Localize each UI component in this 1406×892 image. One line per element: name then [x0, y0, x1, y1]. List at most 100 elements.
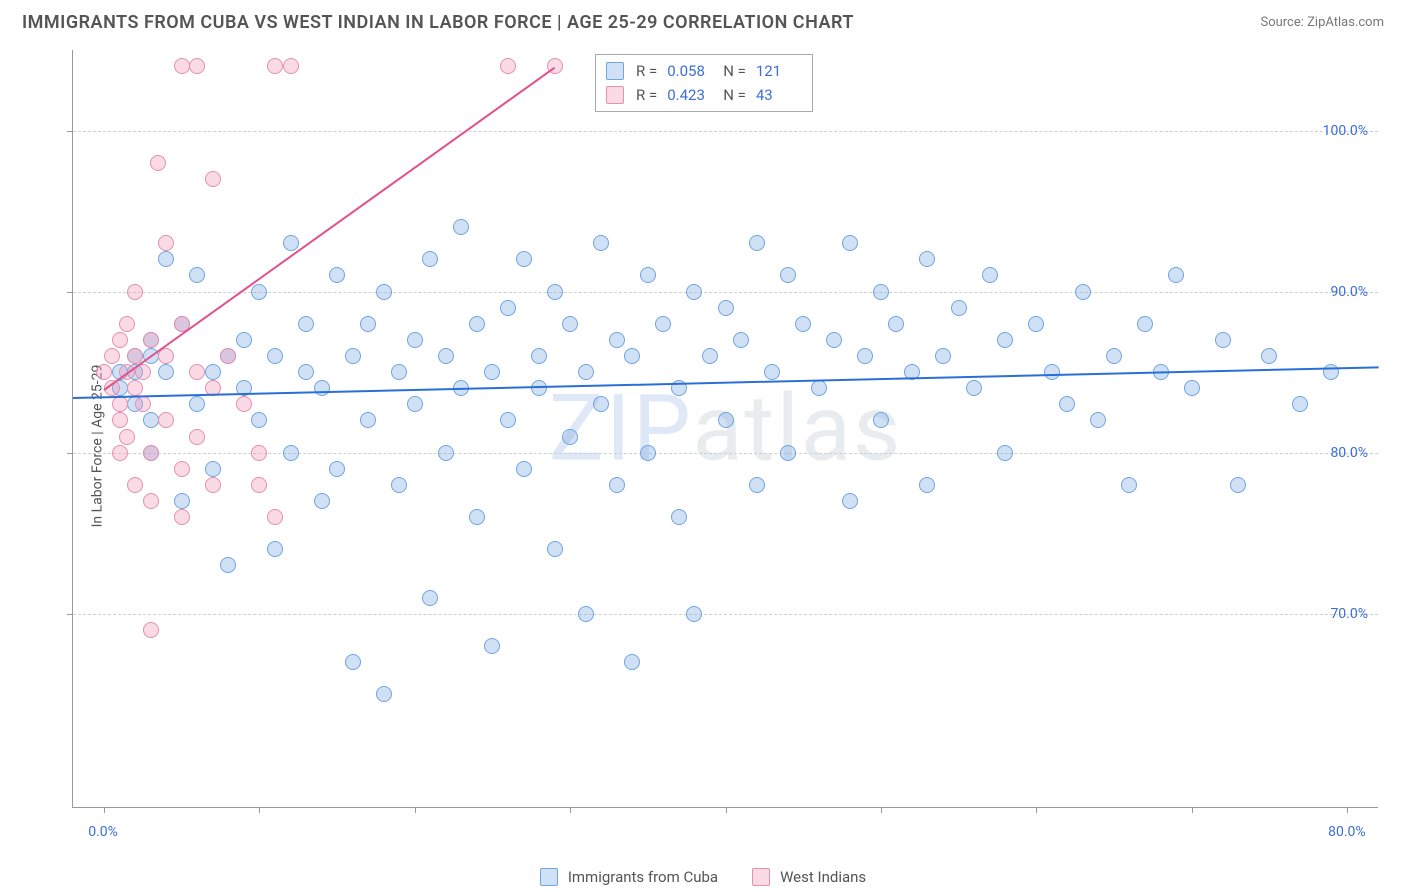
data-point-westindian [158, 412, 174, 428]
data-point-cuba [422, 251, 438, 267]
data-point-cuba [484, 638, 500, 654]
x-tick-mark [570, 807, 571, 813]
data-point-westindian [127, 477, 143, 493]
data-point-cuba [935, 348, 951, 364]
legend-label-cuba: Immigrants from Cuba [568, 868, 718, 886]
chart-container: In Labor Force | Age 25-29 ZIPatlas 70.0… [20, 48, 1386, 844]
data-point-cuba [562, 429, 578, 445]
data-point-cuba [1215, 332, 1231, 348]
x-tick-mark [1192, 807, 1193, 813]
data-point-cuba [997, 332, 1013, 348]
data-point-cuba [1106, 348, 1122, 364]
data-point-cuba [888, 316, 904, 332]
data-point-westindian [236, 396, 252, 412]
data-point-cuba [376, 686, 392, 702]
data-point-westindian [150, 155, 166, 171]
data-point-cuba [780, 267, 796, 283]
data-point-cuba [655, 316, 671, 332]
data-point-westindian [143, 445, 159, 461]
data-point-cuba [251, 412, 267, 428]
legend: Immigrants from Cuba West Indians [0, 868, 1406, 886]
y-tick-label: 70.0% [1330, 606, 1368, 622]
data-point-cuba [624, 348, 640, 364]
x-tick-mark [1347, 807, 1348, 813]
legend-swatch-westindian [752, 868, 770, 886]
plot-area: ZIPatlas 70.0%80.0%90.0%100.0%R =0.058N … [72, 50, 1378, 808]
data-point-cuba [251, 284, 267, 300]
data-point-cuba [422, 590, 438, 606]
data-point-cuba [158, 364, 174, 380]
data-point-cuba [391, 477, 407, 493]
data-point-westindian [143, 332, 159, 348]
data-point-cuba [205, 461, 221, 477]
x-tick-label: 80.0% [1328, 824, 1366, 840]
data-point-cuba [516, 461, 532, 477]
data-point-cuba [376, 284, 392, 300]
data-point-cuba [997, 445, 1013, 461]
data-point-cuba [283, 235, 299, 251]
data-point-cuba [640, 445, 656, 461]
data-point-cuba [1168, 267, 1184, 283]
data-point-cuba [267, 348, 283, 364]
data-point-cuba [1044, 364, 1060, 380]
data-point-cuba [780, 445, 796, 461]
y-tick-mark [67, 614, 73, 615]
y-tick-mark [67, 131, 73, 132]
data-point-cuba [407, 332, 423, 348]
data-point-cuba [547, 541, 563, 557]
data-point-cuba [764, 364, 780, 380]
trendline-cuba [73, 366, 1379, 399]
data-point-cuba [749, 235, 765, 251]
data-point-cuba [749, 477, 765, 493]
watermark: ZIPatlas [549, 375, 903, 482]
x-tick-label: 0.0% [88, 824, 118, 840]
data-point-cuba [329, 267, 345, 283]
data-point-westindian [96, 364, 112, 380]
data-point-westindian [189, 429, 205, 445]
data-point-cuba [593, 396, 609, 412]
data-point-cuba [1292, 396, 1308, 412]
data-point-cuba [1137, 316, 1153, 332]
source-link[interactable]: ZipAtlas.com [1307, 15, 1384, 30]
data-point-westindian [174, 58, 190, 74]
data-point-cuba [547, 284, 563, 300]
data-point-westindian [143, 493, 159, 509]
source-attribution: Source: ZipAtlas.com [1260, 15, 1384, 30]
data-point-westindian [112, 412, 128, 428]
data-point-westindian [127, 284, 143, 300]
data-point-cuba [205, 364, 221, 380]
stats-r-label: R = [636, 59, 657, 83]
stats-n-label: N = [723, 59, 746, 83]
data-point-cuba [1028, 316, 1044, 332]
stats-n-value: 43 [756, 83, 802, 107]
data-point-westindian [112, 445, 128, 461]
data-point-westindian [112, 332, 128, 348]
data-point-westindian [135, 396, 151, 412]
data-point-cuba [360, 412, 376, 428]
data-point-cuba [298, 316, 314, 332]
data-point-westindian [189, 364, 205, 380]
stats-swatch-cuba [606, 62, 624, 80]
data-point-cuba [873, 284, 889, 300]
data-point-cuba [795, 316, 811, 332]
legend-swatch-cuba [540, 868, 558, 886]
x-tick-mark [415, 807, 416, 813]
data-point-cuba [1261, 348, 1277, 364]
stats-n-label: N = [723, 83, 746, 107]
data-point-westindian [283, 58, 299, 74]
data-point-cuba [438, 445, 454, 461]
data-point-westindian [267, 509, 283, 525]
y-tick-label: 90.0% [1330, 284, 1368, 300]
data-point-cuba [189, 267, 205, 283]
data-point-cuba [1075, 284, 1091, 300]
data-point-cuba [578, 606, 594, 622]
data-point-cuba [407, 396, 423, 412]
data-point-cuba [624, 654, 640, 670]
data-point-westindian [220, 348, 236, 364]
data-point-cuba [1121, 477, 1137, 493]
data-point-cuba [345, 348, 361, 364]
data-point-cuba [811, 380, 827, 396]
x-tick-mark [881, 807, 882, 813]
legend-item-westindian: West Indians [752, 868, 866, 886]
data-point-cuba [718, 300, 734, 316]
